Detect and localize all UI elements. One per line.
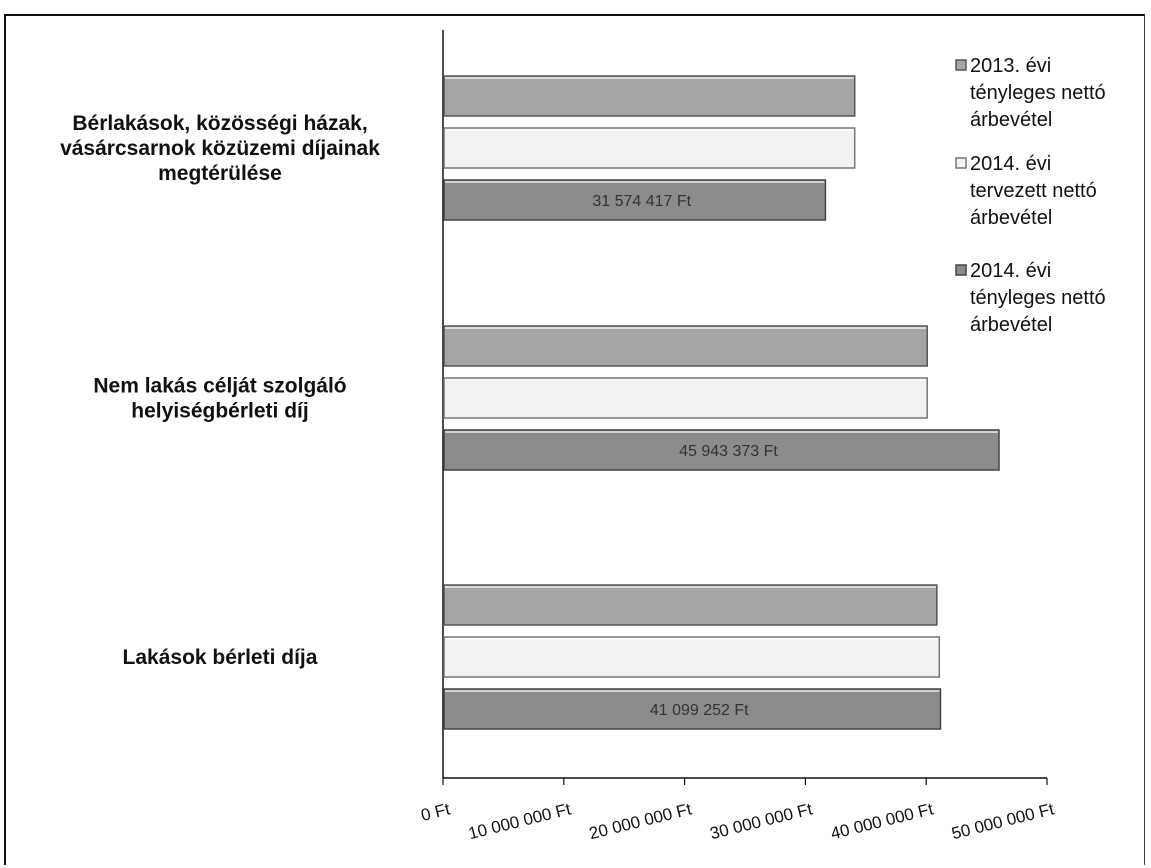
- category-label: megtérülése: [158, 162, 282, 185]
- category-label: helyiségbérleti díj: [131, 400, 308, 423]
- bar: [443, 688, 942, 730]
- legend-label: árbevétel: [970, 314, 1052, 336]
- chart-frame: [4, 14, 1145, 865]
- legend-label: árbevétel: [970, 207, 1052, 229]
- legend-swatch: [955, 157, 967, 169]
- legend-label: 2013. évi: [970, 55, 1051, 77]
- bar: [443, 636, 941, 678]
- legend-label: tényleges nettó: [970, 287, 1106, 309]
- x-tick-label: 20 000 000 Ft: [587, 799, 694, 843]
- bar-data-label: 41 099 252 Ft: [650, 702, 749, 719]
- legend-swatch: [955, 264, 967, 276]
- legend-label: tényleges nettó: [970, 82, 1106, 104]
- x-tick-label: 0 Ft: [419, 799, 452, 825]
- category-label: Lakások bérleti díja: [123, 646, 318, 669]
- category-label: vásárcsarnok közüzemi díjainak: [60, 137, 380, 160]
- legend-swatch: [955, 59, 967, 71]
- bar-data-label: 45 943 373 Ft: [679, 443, 778, 460]
- bar: [443, 127, 856, 169]
- legend-label: tervezett nettó: [970, 180, 1097, 202]
- x-tick-label: 40 000 000 Ft: [829, 799, 936, 843]
- x-tick-label: 30 000 000 Ft: [708, 799, 815, 843]
- legend-label: 2014. évi: [970, 260, 1051, 282]
- legend-label: 2014. évi: [970, 153, 1051, 175]
- bar: [443, 584, 938, 626]
- x-tick-label: 10 000 000 Ft: [466, 799, 573, 843]
- category-label: Nem lakás célját szolgáló: [93, 375, 346, 398]
- bar: [443, 179, 827, 221]
- x-tick-label: 50 000 000 Ft: [950, 799, 1057, 843]
- legend-label: árbevétel: [970, 109, 1052, 131]
- bar: [443, 429, 1000, 471]
- bar: [443, 325, 928, 367]
- category-label: Bérlakások, közösségi házak,: [72, 112, 367, 135]
- bar-data-label: 31 574 417 Ft: [592, 193, 691, 210]
- bar: [443, 75, 856, 117]
- bar: [443, 377, 928, 419]
